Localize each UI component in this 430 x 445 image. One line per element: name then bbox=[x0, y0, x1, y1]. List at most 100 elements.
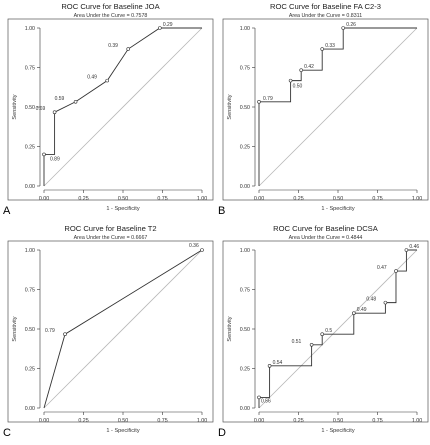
roc-panel-c: ROC Curve for Baseline T2 Area Under the … bbox=[3, 224, 214, 439]
roc-point-label: 0.51 bbox=[292, 339, 302, 345]
y-tick-label: 0.25 bbox=[240, 144, 250, 150]
x-tick-label: 0.25 bbox=[78, 418, 88, 424]
roc-point-label: 0.79 bbox=[263, 96, 273, 102]
roc-point-label: 0.50 bbox=[293, 84, 303, 90]
roc-point bbox=[288, 78, 293, 83]
y-tick-label: 0.50 bbox=[240, 105, 250, 111]
chart-subtitle: Area Under the Curve = 0.4844 bbox=[289, 235, 363, 241]
x-tick-label: 0.50 bbox=[118, 418, 128, 424]
x-axis-label: 1 - Specificity bbox=[321, 428, 354, 434]
roc-point-label: 0.89 bbox=[50, 156, 60, 162]
y-tick-label: 1.00 bbox=[25, 26, 35, 32]
roc-point bbox=[320, 47, 324, 51]
x-tick-label: 0.25 bbox=[78, 196, 88, 202]
roc-point bbox=[404, 248, 409, 252]
roc-point bbox=[73, 99, 78, 104]
roc-curve-line bbox=[43, 27, 202, 186]
roc-point-label: 0.49 bbox=[357, 307, 367, 313]
y-tick-label: 0.75 bbox=[25, 287, 35, 293]
roc-point bbox=[105, 78, 109, 83]
chart-subtitle: Area Under the Curve = 0.6667 bbox=[74, 235, 148, 241]
roc-point-label: 0.56 bbox=[261, 398, 271, 404]
y-tick-label: 0.50 bbox=[25, 105, 35, 111]
panel-letter: B bbox=[218, 205, 225, 217]
reference-line bbox=[43, 249, 203, 409]
roc-point bbox=[299, 68, 303, 72]
roc-point bbox=[158, 26, 162, 30]
x-tick-label: 0.25 bbox=[293, 196, 303, 202]
x-tick-label: 1.00 bbox=[197, 196, 207, 202]
panel-letter: A bbox=[3, 205, 11, 217]
x-tick-label: 0.50 bbox=[118, 196, 128, 202]
y-tick-label: 0.25 bbox=[25, 144, 35, 150]
roc-point bbox=[320, 332, 324, 337]
reference-line bbox=[43, 27, 203, 187]
y-axis-label: Sensitivity bbox=[227, 316, 233, 341]
roc-point-label: 0.29 bbox=[163, 22, 173, 28]
roc-point-label: 0.49 bbox=[87, 75, 97, 81]
roc-point-label: 0.48 bbox=[366, 297, 376, 303]
panel-letter: D bbox=[218, 427, 226, 439]
x-tick-label: 1.00 bbox=[197, 418, 207, 424]
y-tick-label: 0.75 bbox=[240, 65, 250, 71]
y-tick-label: 0.50 bbox=[25, 327, 35, 333]
chart-subtitle: Area Under the Curve = 0.7578 bbox=[74, 13, 148, 19]
y-tick-label: 1.00 bbox=[240, 248, 250, 254]
reference-line bbox=[258, 27, 418, 187]
reference-line bbox=[258, 249, 418, 409]
chart-title: ROC Curve for Baseline T2 bbox=[64, 224, 156, 233]
x-axis-label: 1 - Specificity bbox=[106, 428, 139, 434]
roc-panel-b: ROC Curve for Baseline FA C2-3 Area Under… bbox=[218, 2, 429, 217]
roc-point bbox=[257, 395, 261, 400]
x-tick-label: 0.75 bbox=[372, 196, 382, 202]
x-tick-label: 0.25 bbox=[293, 418, 303, 424]
roc-point-label: 0.59 bbox=[55, 96, 65, 102]
roc-point-label: 0.69 bbox=[36, 106, 46, 112]
x-tick-label: 0.50 bbox=[333, 418, 343, 424]
x-tick-label: 0.00 bbox=[254, 196, 264, 202]
y-tick-label: 0.00 bbox=[240, 406, 250, 412]
roc-point bbox=[126, 47, 131, 51]
chart-title: ROC Curve for Baseline FA C2-3 bbox=[270, 2, 381, 11]
roc-point bbox=[383, 300, 388, 305]
roc-point bbox=[352, 311, 356, 315]
x-axis-label: 1 - Specificity bbox=[321, 206, 354, 212]
y-tick-label: 0.00 bbox=[25, 184, 35, 190]
x-tick-label: 1.00 bbox=[412, 196, 422, 202]
x-tick-label: 0.75 bbox=[157, 196, 167, 202]
y-tick-label: 0.25 bbox=[25, 366, 35, 372]
y-tick-label: 0.75 bbox=[25, 65, 35, 71]
roc-point bbox=[267, 364, 272, 368]
roc-point bbox=[42, 152, 46, 157]
y-tick-label: 1.00 bbox=[25, 248, 35, 254]
x-axis-label: 1 - Specificity bbox=[106, 206, 139, 212]
plot-frame bbox=[7, 18, 214, 201]
roc-point-label: 0.42 bbox=[304, 64, 314, 70]
x-tick-label: 0.00 bbox=[39, 196, 49, 202]
roc-point-label: 0.5 bbox=[325, 328, 332, 334]
y-tick-label: 0.00 bbox=[240, 184, 250, 190]
roc-point-label: 0.47 bbox=[377, 265, 387, 271]
roc-point bbox=[394, 269, 398, 273]
roc-point bbox=[63, 332, 67, 337]
plot-frame bbox=[222, 240, 429, 423]
y-tick-label: 0.00 bbox=[25, 406, 35, 412]
roc-point bbox=[257, 99, 261, 104]
x-tick-label: 0.00 bbox=[254, 418, 264, 424]
roc-panel-d: ROC Curve for Baseline DCSA Area Under th… bbox=[218, 224, 429, 439]
y-axis-label: Sensitivity bbox=[227, 94, 233, 119]
y-tick-label: 0.50 bbox=[240, 327, 250, 333]
roc-point-label: 0.46 bbox=[409, 244, 419, 250]
chart-subtitle: Area Under the Curve = 0.8311 bbox=[289, 13, 362, 19]
y-axis-label: Sensitivity bbox=[12, 94, 18, 119]
roc-curve-line bbox=[258, 249, 417, 408]
roc-point bbox=[341, 26, 346, 30]
x-tick-label: 0.00 bbox=[39, 418, 49, 424]
panel-letter: C bbox=[3, 427, 11, 439]
roc-point-label: 0.39 bbox=[108, 43, 118, 49]
y-tick-label: 0.75 bbox=[240, 287, 250, 293]
roc-point bbox=[309, 343, 314, 347]
x-tick-label: 1.00 bbox=[412, 418, 422, 424]
